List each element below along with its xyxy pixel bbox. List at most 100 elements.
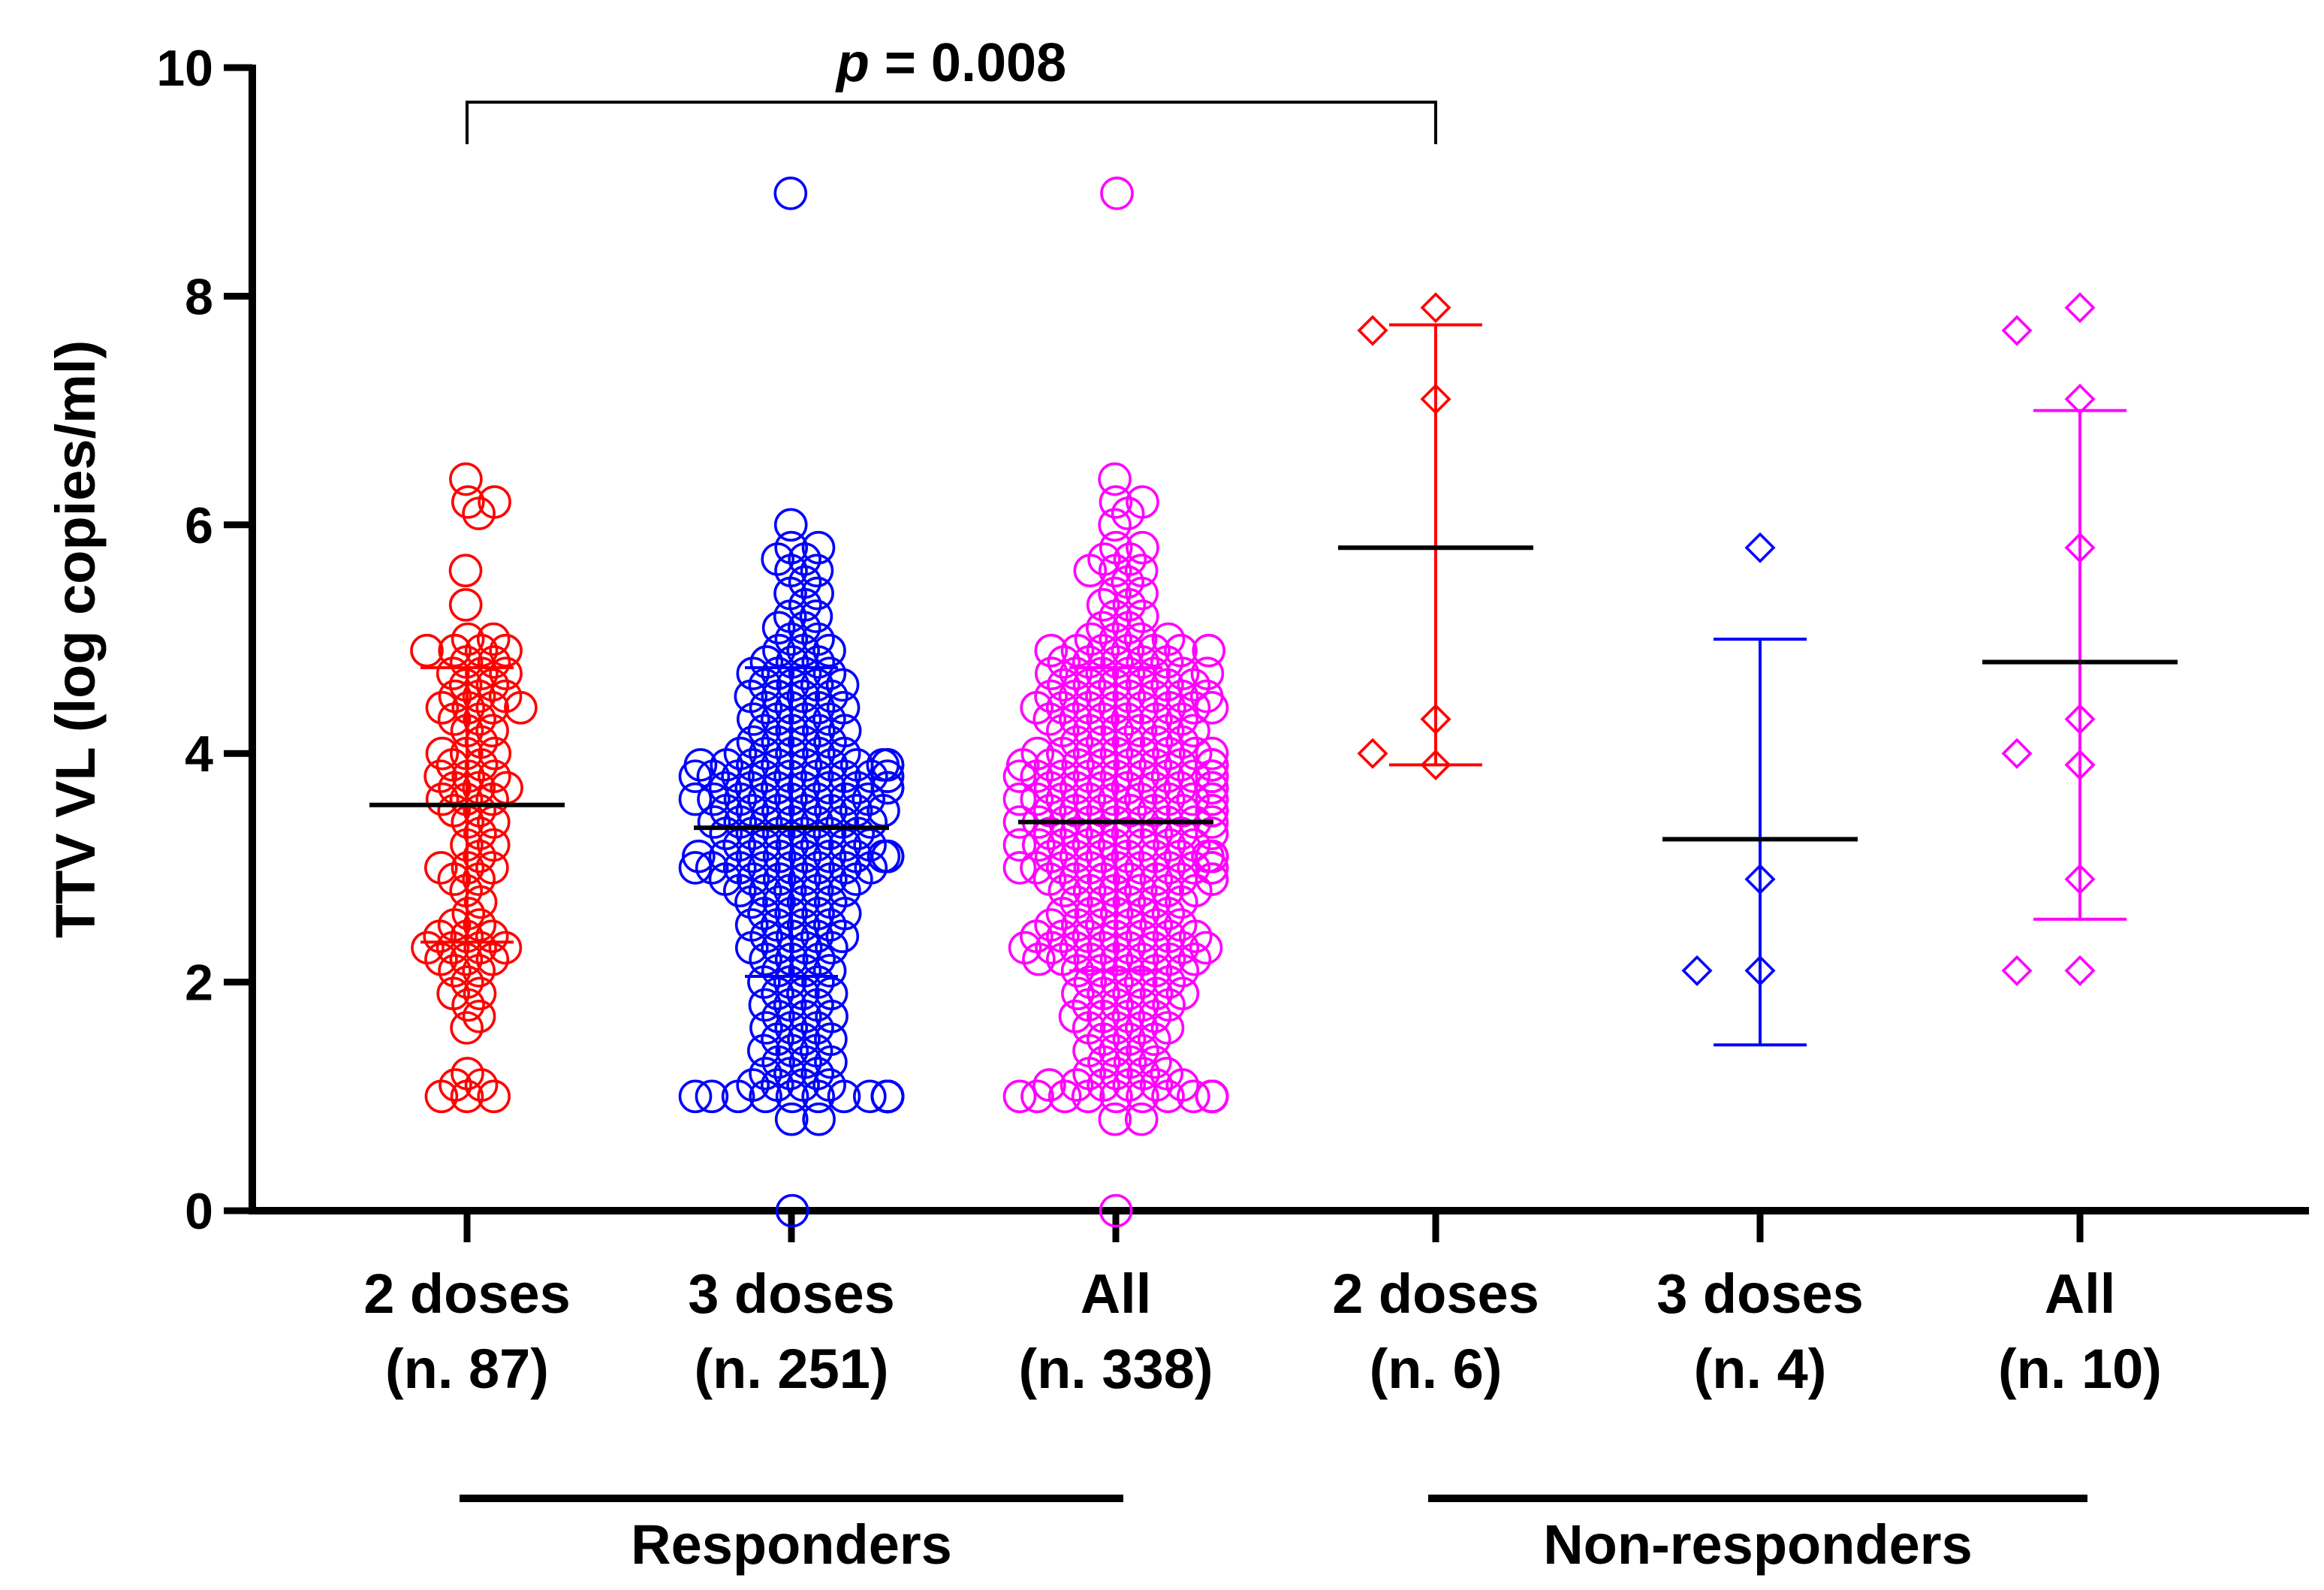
data-point (1123, 622, 1158, 656)
data-point (463, 702, 497, 736)
data-point (749, 942, 782, 976)
data-point (815, 931, 849, 965)
data-point (1177, 1079, 1210, 1114)
data-point (1178, 919, 1213, 953)
data-point (773, 176, 808, 210)
data-point (2064, 955, 2096, 986)
data-point (449, 942, 484, 976)
data-point (2001, 955, 2033, 986)
data-point (1087, 931, 1120, 965)
data-point (1357, 738, 1388, 769)
data-point (695, 851, 729, 885)
data-point (1176, 782, 1210, 816)
y-tick-label: 0 (185, 1183, 213, 1240)
data-point (749, 1057, 782, 1091)
data-point (787, 1022, 821, 1056)
data-point (1047, 1079, 1082, 1114)
data-point (812, 633, 846, 668)
data-point (449, 462, 483, 496)
data-point (870, 771, 905, 805)
data-marks (410, 176, 2096, 1228)
data-point (1126, 530, 1159, 565)
data-point (475, 782, 509, 816)
data-point (1032, 816, 1067, 850)
data-point (1152, 851, 1186, 885)
data-point (1111, 771, 1145, 805)
data-point (825, 919, 860, 953)
data-point (1086, 587, 1120, 622)
data-point (488, 931, 523, 965)
data-point (774, 622, 809, 656)
data-point (695, 1079, 729, 1114)
category-label: All (2045, 1263, 2116, 1325)
category-label: 2 doses (1332, 1263, 1539, 1325)
data-point (1022, 828, 1056, 862)
data-point (436, 931, 470, 965)
data-point (2001, 738, 2033, 769)
data-point (1098, 1102, 1132, 1136)
data-point (1195, 759, 1229, 793)
data-point (476, 622, 511, 656)
data-point (1098, 554, 1132, 588)
data-point (722, 873, 757, 908)
data-point (815, 679, 849, 714)
data-point (1086, 794, 1120, 828)
data-point (775, 1079, 809, 1114)
data-point (1195, 794, 1229, 828)
data-point (2064, 292, 2096, 324)
data-point (1045, 690, 1080, 725)
data-point (1420, 292, 1451, 324)
data-point (1177, 851, 1210, 885)
data-point (747, 897, 781, 931)
data-point (812, 954, 847, 988)
data-point (478, 736, 512, 771)
data-point (1744, 532, 1776, 563)
data-point (801, 645, 836, 679)
data-point (774, 530, 808, 565)
data-point (1020, 690, 1053, 725)
data-point (451, 485, 485, 519)
data-point (1099, 1193, 1133, 1228)
data-point (1073, 965, 1108, 999)
data-point (696, 759, 731, 793)
data-point (747, 759, 782, 793)
data-point (736, 725, 770, 759)
data-point (475, 851, 509, 885)
data-point (1047, 873, 1082, 908)
data-point (1165, 931, 1200, 965)
category-label: All (1081, 1263, 1152, 1325)
data-point (1071, 1079, 1105, 1114)
category-label: (n. 87) (385, 1338, 549, 1400)
data-point (1126, 897, 1160, 931)
category-label: 3 doses (1656, 1263, 1864, 1325)
data-point (463, 885, 498, 919)
data-point (721, 1079, 755, 1114)
data-point (1195, 690, 1229, 725)
data-point (748, 988, 782, 1022)
data-point (853, 1079, 887, 1114)
data-point (1058, 1000, 1093, 1033)
data-point (463, 816, 497, 850)
data-point (462, 679, 496, 714)
category-label: 2 doses (363, 1263, 571, 1325)
data-point (425, 736, 460, 771)
data-point (801, 690, 836, 725)
data-point (787, 771, 821, 805)
data-point (1099, 1057, 1133, 1091)
data-point (788, 656, 822, 691)
data-point (801, 1079, 835, 1114)
data-point (697, 782, 731, 816)
data-point (1002, 851, 1037, 885)
data-point (1072, 714, 1106, 748)
data-point (450, 1079, 484, 1114)
data-point (761, 542, 794, 576)
data-point (1125, 576, 1159, 611)
category-label: (n. 4) (1694, 1338, 1827, 1400)
data-point (1099, 485, 1133, 519)
data-point (1100, 176, 1134, 210)
data-point (1195, 839, 1229, 873)
data-point (504, 690, 538, 725)
data-point (1060, 1068, 1094, 1102)
data-point (774, 1102, 809, 1136)
data-point (462, 496, 496, 530)
